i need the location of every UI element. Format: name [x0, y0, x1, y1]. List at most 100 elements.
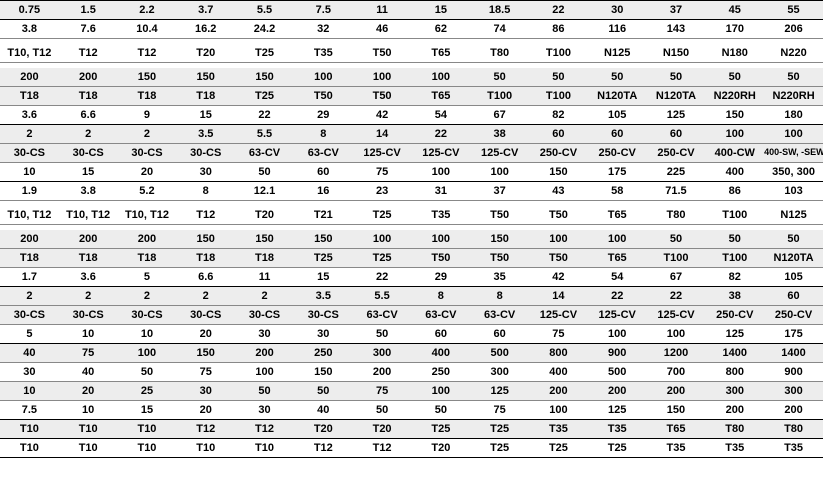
table-cell: 2	[235, 287, 294, 305]
table-cell: T18	[0, 87, 59, 105]
table-cell: 125	[647, 106, 706, 124]
table-row: 1.93.85.2812.116233137435871.586103	[0, 181, 823, 200]
table-cell: 30-CS	[0, 306, 59, 324]
table-cell: 3.8	[0, 20, 59, 38]
table-cell: 30-CS	[59, 306, 118, 324]
table-cell: 50	[294, 382, 353, 400]
table-cell: 63-CV	[470, 306, 529, 324]
table-cell: 300	[470, 363, 529, 381]
table-cell: T10, T12	[59, 206, 118, 224]
table-cell: T10, T12	[0, 44, 59, 62]
table-cell: 67	[470, 106, 529, 124]
table-cell: 100	[470, 163, 529, 181]
table-cell: 125-CV	[647, 306, 706, 324]
table-cell: 300	[353, 344, 412, 362]
table-cell: T35	[647, 439, 706, 457]
table-cell: 50	[353, 325, 412, 343]
table-cell: 75	[529, 325, 588, 343]
table-cell: T18	[176, 87, 235, 105]
table-cell: 3.7	[176, 1, 235, 19]
table-cell: 150	[705, 106, 764, 124]
table-cell: 100	[529, 230, 588, 248]
table-cell: T10	[176, 439, 235, 457]
table-cell: 67	[647, 268, 706, 286]
table-cell: T35	[588, 420, 647, 438]
table-cell: 5.2	[118, 182, 177, 200]
table-cell: T65	[588, 249, 647, 267]
table-cell: 20	[176, 325, 235, 343]
table-cell: 22	[647, 287, 706, 305]
table-cell: 1400	[705, 344, 764, 362]
table-cell: 8	[411, 287, 470, 305]
table-cell: 7.5	[294, 1, 353, 19]
table-cell: 50	[353, 401, 412, 419]
table-cell: 16.2	[176, 20, 235, 38]
table-cell: T80	[647, 206, 706, 224]
table-cell: T12	[176, 206, 235, 224]
table-cell: 35	[470, 268, 529, 286]
table-cell: 200	[529, 382, 588, 400]
table-cell: 22	[353, 268, 412, 286]
table-cell: 125-CV	[588, 306, 647, 324]
table-cell: T100	[529, 44, 588, 62]
table-cell: T65	[411, 44, 470, 62]
table-cell: T35	[764, 439, 823, 457]
table-cell: 400-SW, -SEW	[764, 144, 823, 162]
table-cell: 2	[176, 287, 235, 305]
table-cell: N120TA	[588, 87, 647, 105]
table-cell: 150	[176, 68, 235, 86]
table-cell: 14	[529, 287, 588, 305]
table-cell: T25	[235, 87, 294, 105]
table-cell: 800	[705, 363, 764, 381]
table-cell: 150	[294, 363, 353, 381]
table-cell: 400	[705, 163, 764, 181]
table-cell: T18	[176, 249, 235, 267]
table-cell: T12	[176, 420, 235, 438]
table-cell: 10	[0, 163, 59, 181]
table-cell: 180	[764, 106, 823, 124]
table-cell: 62	[411, 20, 470, 38]
table-cell: 1400	[764, 344, 823, 362]
table-cell: 11	[235, 268, 294, 286]
table-cell: 100	[294, 68, 353, 86]
table-cell: 125	[588, 401, 647, 419]
table-cell: 150	[176, 230, 235, 248]
table-cell: 250-CV	[588, 144, 647, 162]
table-cell: 100	[647, 325, 706, 343]
table-cell: 37	[647, 1, 706, 19]
table-cell: 50	[588, 68, 647, 86]
table-cell: T18	[59, 87, 118, 105]
table-cell: 206	[764, 20, 823, 38]
table-cell: T18	[59, 249, 118, 267]
table-row: 2223.55.58142238606060100100	[0, 124, 823, 143]
table-cell: T25	[529, 439, 588, 457]
table-cell: T21	[294, 206, 353, 224]
table-cell: 12.1	[235, 182, 294, 200]
table-cell: N120TA	[647, 87, 706, 105]
table-cell: T12	[294, 439, 353, 457]
table-cell: 500	[470, 344, 529, 362]
table-cell: T18	[0, 249, 59, 267]
table-cell: 105	[764, 268, 823, 286]
table-cell: 54	[588, 268, 647, 286]
table-cell: 100	[411, 382, 470, 400]
table-cell: 30-CS	[235, 306, 294, 324]
table-cell: 30-CS	[176, 144, 235, 162]
table-cell: 1.9	[0, 182, 59, 200]
table-cell: 250-CV	[529, 144, 588, 162]
table-cell: 125-CV	[353, 144, 412, 162]
table-cell: 2	[118, 125, 177, 143]
table-cell: 50	[235, 163, 294, 181]
table-cell: 63-CV	[294, 144, 353, 162]
table-cell: 8	[470, 287, 529, 305]
table-cell: T100	[705, 206, 764, 224]
table-cell: 75	[470, 401, 529, 419]
table-cell: 9	[118, 106, 177, 124]
table-cell: 30	[0, 363, 59, 381]
table-cell: 200	[588, 382, 647, 400]
table-cell: 50	[764, 230, 823, 248]
table-cell: 15	[294, 268, 353, 286]
table-cell: T25	[235, 44, 294, 62]
table-cell: 50	[705, 68, 764, 86]
table-cell: T35	[411, 206, 470, 224]
